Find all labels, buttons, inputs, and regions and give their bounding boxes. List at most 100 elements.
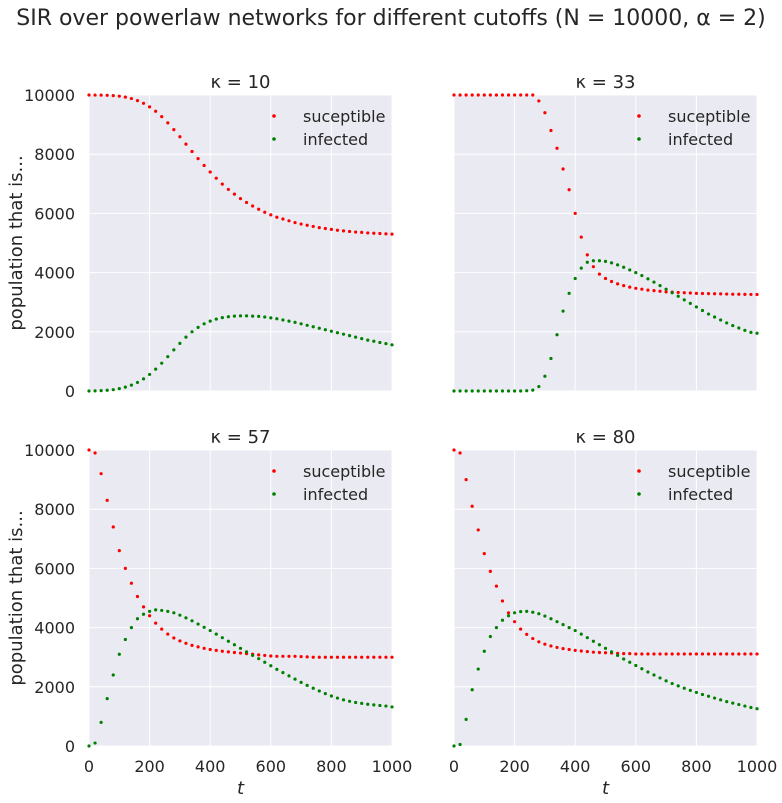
data-point xyxy=(148,614,152,618)
data-point xyxy=(117,652,121,656)
data-point xyxy=(378,703,382,708)
data-point xyxy=(214,648,218,652)
data-point xyxy=(664,679,668,683)
legend-marker xyxy=(637,492,641,496)
data-point xyxy=(263,653,267,658)
data-point xyxy=(458,451,462,455)
data-point xyxy=(129,96,134,101)
data-point xyxy=(628,285,632,289)
x-tick-label: 600 xyxy=(621,757,652,776)
data-point xyxy=(166,355,170,359)
y-tick-label: 2000 xyxy=(34,678,75,697)
plot-area xyxy=(454,95,757,391)
data-point xyxy=(232,643,237,647)
data-point xyxy=(378,231,382,236)
data-point xyxy=(232,650,237,655)
data-point xyxy=(543,111,547,115)
series-infected xyxy=(452,259,759,393)
data-point xyxy=(166,609,170,613)
subplot-3: 0 2000 4000 6000 8000 10000 0 200 400 600 800 1000 p… xyxy=(6,427,412,799)
data-point xyxy=(275,215,279,219)
data-point xyxy=(384,704,388,708)
data-point xyxy=(719,318,723,322)
data-point xyxy=(591,650,595,654)
data-point xyxy=(341,698,346,702)
series-suceptible xyxy=(452,448,759,656)
data-point xyxy=(676,684,680,688)
data-point xyxy=(105,498,109,502)
data-point xyxy=(603,276,608,281)
legend: suceptible infected xyxy=(637,107,750,149)
data-point xyxy=(93,93,97,97)
legend-label: suceptible xyxy=(668,107,750,126)
data-point xyxy=(737,326,741,330)
data-point xyxy=(384,232,388,236)
data-point xyxy=(525,93,529,97)
data-point xyxy=(87,93,91,97)
data-point xyxy=(287,319,291,323)
data-point xyxy=(360,337,364,341)
data-point xyxy=(597,272,602,276)
data-point xyxy=(513,611,517,615)
data-point xyxy=(129,626,134,630)
data-point xyxy=(87,448,91,452)
data-point xyxy=(105,93,109,97)
data-point xyxy=(597,643,602,647)
data-point xyxy=(531,610,535,614)
data-point xyxy=(561,623,565,627)
data-point xyxy=(470,688,474,692)
data-point xyxy=(737,702,741,707)
data-point xyxy=(591,639,595,643)
data-point xyxy=(585,253,589,257)
data-point xyxy=(214,317,218,321)
data-point xyxy=(148,372,152,377)
data-point xyxy=(658,289,662,293)
y-tick-label: 8000 xyxy=(34,500,75,519)
data-point xyxy=(111,388,115,392)
data-point xyxy=(390,655,394,659)
data-point xyxy=(160,608,164,613)
data-point xyxy=(341,229,346,233)
series-suceptible xyxy=(87,93,394,236)
data-point xyxy=(494,626,499,630)
data-point xyxy=(196,645,200,649)
data-point xyxy=(549,617,553,621)
data-point xyxy=(135,617,140,621)
data-point xyxy=(135,380,140,385)
data-point xyxy=(323,328,327,332)
data-point xyxy=(99,93,103,97)
data-point xyxy=(688,301,692,305)
data-point xyxy=(172,348,176,352)
data-point xyxy=(154,367,158,371)
data-point xyxy=(506,93,511,97)
data-point xyxy=(166,121,170,125)
data-point xyxy=(458,389,462,393)
data-point xyxy=(682,291,686,295)
data-point xyxy=(488,93,492,97)
data-point xyxy=(190,330,194,334)
data-point xyxy=(609,279,614,284)
data-point xyxy=(634,286,638,290)
data-point xyxy=(464,93,468,97)
data-point xyxy=(652,280,656,284)
data-point xyxy=(135,99,140,103)
data-point xyxy=(184,616,188,620)
data-point xyxy=(712,315,717,319)
subplot-2: κ = 33 suceptible infected xyxy=(452,72,759,393)
legend-label: suceptible xyxy=(668,462,750,481)
data-point xyxy=(646,288,650,292)
x-tick-label: 0 xyxy=(84,757,94,776)
data-point xyxy=(196,157,200,161)
data-point xyxy=(226,650,230,654)
data-point xyxy=(755,707,759,711)
data-point xyxy=(743,328,747,332)
data-point xyxy=(154,109,158,113)
data-point xyxy=(323,692,327,696)
data-point xyxy=(579,266,583,270)
data-point xyxy=(694,652,699,656)
legend: suceptible infected xyxy=(272,107,385,149)
data-point xyxy=(299,655,303,659)
data-point xyxy=(93,741,97,745)
data-point xyxy=(519,610,523,614)
data-point xyxy=(196,325,200,329)
